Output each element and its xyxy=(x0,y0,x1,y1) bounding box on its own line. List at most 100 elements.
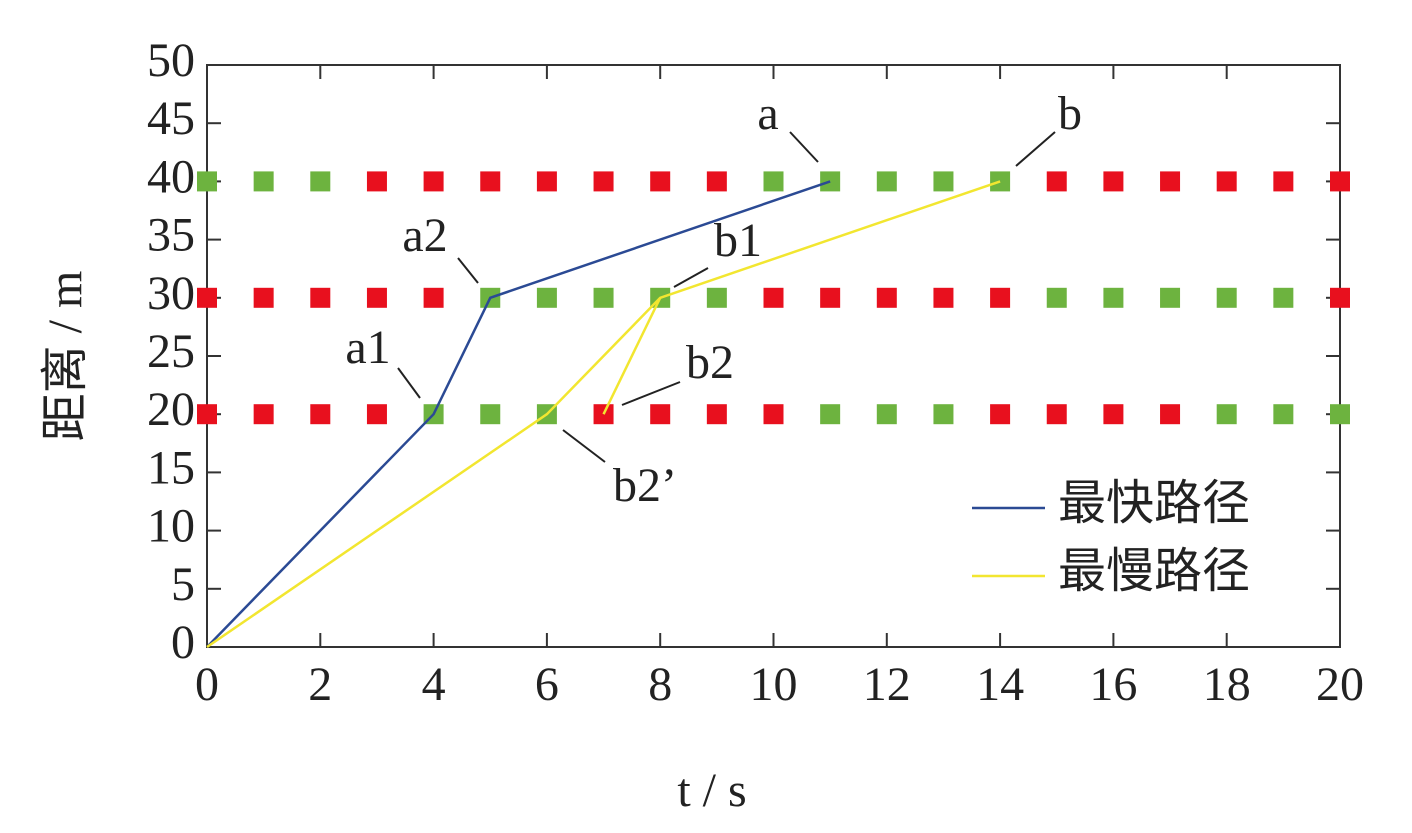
signal-square xyxy=(593,171,614,192)
x-tick-label: 18 xyxy=(1203,658,1251,711)
signal-square xyxy=(253,404,274,425)
y-tick-label: 15 xyxy=(147,441,195,494)
signal-square xyxy=(1103,404,1124,425)
signal-square xyxy=(366,171,387,192)
signal-square xyxy=(1103,171,1124,192)
signal-square xyxy=(1160,287,1181,308)
signal-square xyxy=(1216,171,1237,192)
signal-square xyxy=(763,404,784,425)
annotation: a2 xyxy=(402,209,447,262)
annotation-leader xyxy=(673,267,709,288)
y-tick-label: 0 xyxy=(171,616,195,669)
legend-label: 最快路径 xyxy=(1058,477,1250,530)
signal-square xyxy=(876,404,897,425)
line xyxy=(206,180,1001,649)
signal-square xyxy=(423,287,444,308)
signal-square xyxy=(310,404,331,425)
signal-square xyxy=(1273,287,1294,308)
signal-square xyxy=(763,171,784,192)
y-tick-label: 35 xyxy=(147,209,195,262)
x-tick-label: 0 xyxy=(195,658,219,711)
annotation: b2’ xyxy=(613,459,677,512)
signal-square xyxy=(706,171,727,192)
signal-square xyxy=(650,404,671,425)
signal-square xyxy=(933,287,954,308)
annotation: b1 xyxy=(714,214,762,267)
y-tick-label: 10 xyxy=(147,500,195,553)
signal-square xyxy=(366,404,387,425)
signal-square xyxy=(197,171,217,192)
signal-square xyxy=(593,287,614,308)
signal-square xyxy=(876,287,897,308)
x-tick-label: 16 xyxy=(1089,658,1137,711)
signal-square xyxy=(990,287,1011,308)
annotation: a1 xyxy=(345,321,390,374)
plot-frame xyxy=(206,64,1341,648)
signal-square xyxy=(1330,404,1350,425)
signal-square xyxy=(310,171,331,192)
signal-square xyxy=(1046,171,1067,192)
signal-square xyxy=(536,171,557,192)
signal-square xyxy=(1046,404,1067,425)
signal-square xyxy=(706,287,727,308)
y-tick-label: 50 xyxy=(147,34,195,87)
y-tick-label: 20 xyxy=(147,383,195,436)
signal-square xyxy=(650,171,671,192)
signal-square xyxy=(310,287,331,308)
y-tick-label: 25 xyxy=(147,325,195,378)
annotation-leader xyxy=(562,429,606,463)
x-tick-label: 10 xyxy=(750,658,798,711)
x-tick-label: 20 xyxy=(1316,658,1364,711)
signal-square xyxy=(763,287,784,308)
line xyxy=(206,180,831,648)
signal-square xyxy=(536,287,557,308)
signal-square xyxy=(197,404,217,425)
x-tick-label: 14 xyxy=(976,658,1024,711)
annotation-leader xyxy=(1015,131,1056,167)
y-tick-label: 45 xyxy=(147,92,195,145)
y-tick-label: 30 xyxy=(147,267,195,320)
annotation-leader xyxy=(789,131,819,163)
signal-square xyxy=(480,171,501,192)
signal-square xyxy=(1160,171,1181,192)
signal-square xyxy=(1046,287,1067,308)
annotation: b2 xyxy=(686,336,734,389)
signal-square xyxy=(1330,287,1350,308)
signal-square xyxy=(1330,171,1350,192)
signal-square xyxy=(366,287,387,308)
x-tick-label: 12 xyxy=(863,658,911,711)
signal-square xyxy=(933,171,954,192)
annotation-leader xyxy=(457,257,479,284)
x-axis-label: t / s xyxy=(677,764,746,817)
y-axis-label: 距离 / m xyxy=(39,271,92,442)
signal-square xyxy=(197,287,217,308)
signal-square xyxy=(933,404,954,425)
signal-square xyxy=(1216,287,1237,308)
signal-square xyxy=(1103,287,1124,308)
signal-square xyxy=(820,287,841,308)
signal-square xyxy=(1273,171,1294,192)
line xyxy=(602,297,662,415)
x-tick-label: 8 xyxy=(648,658,672,711)
x-tick-label: 2 xyxy=(308,658,332,711)
signal-square xyxy=(820,404,841,425)
signal-square xyxy=(253,287,274,308)
signal-square xyxy=(876,171,897,192)
signal-square xyxy=(706,404,727,425)
x-tick-label: 6 xyxy=(535,658,559,711)
signal-square xyxy=(423,171,444,192)
signal-square xyxy=(1160,404,1181,425)
annotation-leader xyxy=(397,367,421,399)
signal-square xyxy=(253,171,274,192)
annotation: b xyxy=(1058,87,1082,140)
y-tick-label: 40 xyxy=(147,150,195,203)
annotation-leader xyxy=(621,381,681,406)
signal-square xyxy=(990,404,1011,425)
legend-label: 最慢路径 xyxy=(1058,545,1250,598)
x-tick-label: 4 xyxy=(422,658,446,711)
annotation: a xyxy=(757,87,778,140)
y-tick-label: 5 xyxy=(171,558,195,611)
signal-square xyxy=(480,404,501,425)
